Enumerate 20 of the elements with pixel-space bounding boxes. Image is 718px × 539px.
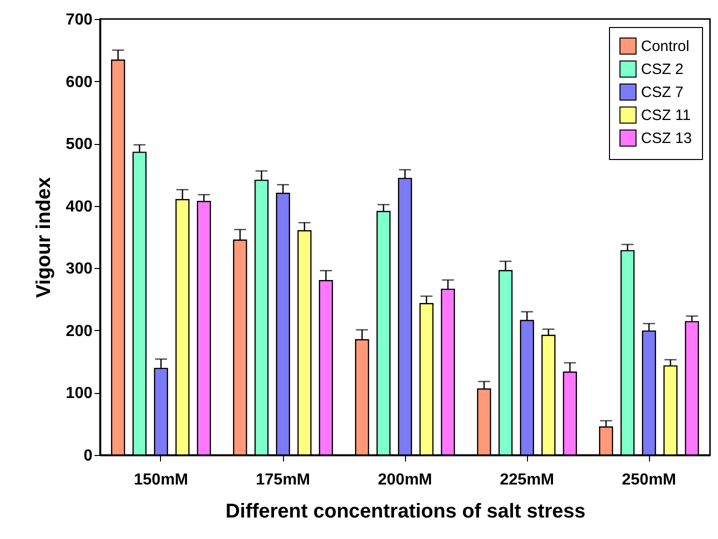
legend-label: CSZ 2 (641, 61, 684, 78)
y-tick-label: 300 (66, 260, 93, 278)
x-tick-label: 150mM (134, 472, 188, 488)
y-tick-label: 600 (66, 74, 93, 91)
y-tick-label: 200 (66, 322, 93, 340)
y-axis-title: Vigour index (32, 177, 55, 298)
legend-label: CSZ 11 (641, 107, 691, 124)
x-tick-label: 250mM (622, 472, 676, 488)
y-tick-label: 700 (66, 12, 93, 28)
x-tick-label: 200mM (378, 472, 432, 488)
x-tick-label: 175mM (256, 472, 310, 488)
y-tick-label: 100 (66, 385, 93, 402)
x-tick-label: 225mM (500, 472, 554, 488)
legend-label: CSZ 13 (641, 130, 692, 147)
y-tick-label: 0 (84, 448, 93, 464)
legend-label: CSZ 7 (641, 84, 684, 101)
y-tick-label: 400 (66, 198, 93, 216)
x-axis-title: Different concentrations of salt stress (225, 500, 586, 522)
legend-label: Control (641, 38, 690, 55)
y-tick-label: 500 (66, 136, 93, 154)
